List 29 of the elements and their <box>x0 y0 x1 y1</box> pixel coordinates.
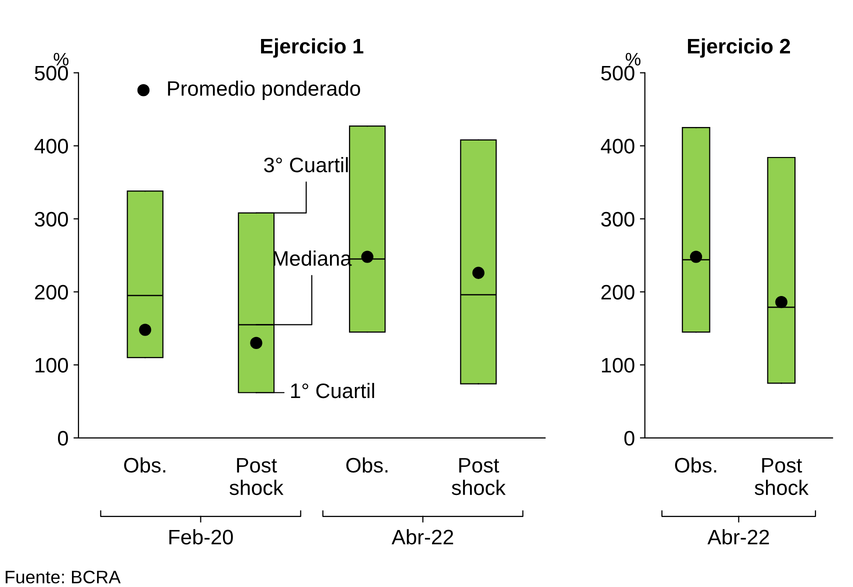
x-tick-label: Obs. <box>124 457 166 473</box>
y-tick-label: 200 <box>601 284 634 300</box>
y-tick-label: 200 <box>35 284 68 300</box>
x-tick-label: Post shock <box>230 458 284 496</box>
legend-label: Promedio ponderado <box>168 80 360 100</box>
y-tick-label: 100 <box>36 358 68 373</box>
x-tick-label: Post shock <box>754 458 809 496</box>
y-tick-label: 400 <box>600 138 634 154</box>
annotation: 3° Cuartil <box>264 157 348 172</box>
y-tick-label: 300 <box>34 212 68 227</box>
annotation: 1° Cuartil <box>291 382 374 398</box>
y-axis-title: % <box>626 52 640 66</box>
x-tick-label: Post shock <box>452 458 506 496</box>
y-tick-label: 300 <box>601 212 634 227</box>
y-tick-label: 500 <box>34 66 68 81</box>
y-tick-label: 500 <box>601 66 634 81</box>
text: Abr-22 <box>392 529 454 544</box>
y-tick-label: 0 <box>624 430 634 446</box>
source-note: Fuente: BCRA <box>6 570 121 584</box>
y-tick-label: 400 <box>34 138 68 154</box>
y-axis-title: % <box>54 52 68 66</box>
x-tick-label: Obs. <box>346 457 388 473</box>
y-tick-label: 100 <box>602 358 634 373</box>
chart-title: Ejercicio 1 <box>261 38 364 58</box>
text: Abr-22 <box>707 529 769 544</box>
y-tick-label: 0 <box>58 430 68 446</box>
x-tick-label: Obs. <box>675 457 716 473</box>
text: Feb-20 <box>169 529 233 544</box>
chart-title: Ejercicio 2 <box>688 38 790 58</box>
